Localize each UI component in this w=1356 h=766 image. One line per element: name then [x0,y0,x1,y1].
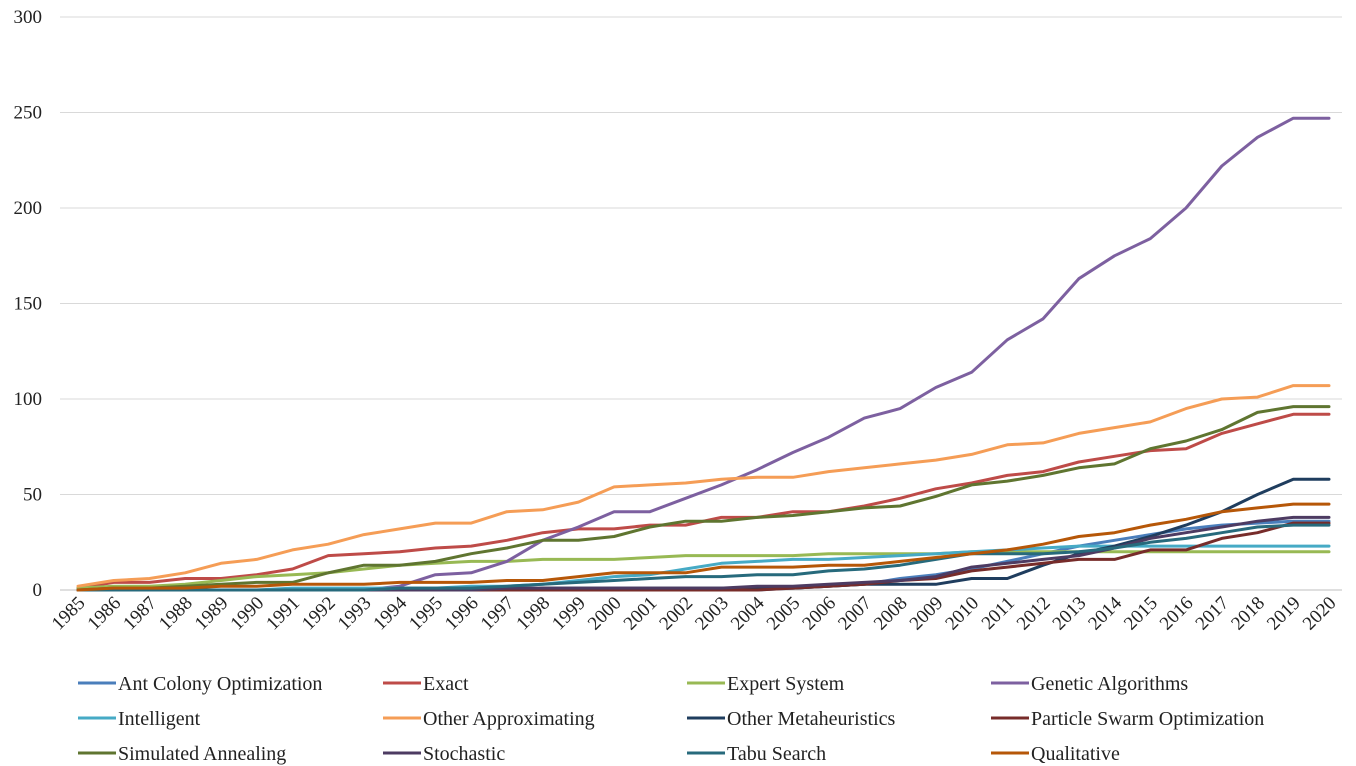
legend-label: Particle Swarm Optimization [1031,708,1264,730]
x-tick-label: 2009 [906,593,948,635]
x-tick-label: 2002 [655,593,697,635]
series-line-expert-system [76,550,1331,590]
legend-label: Intelligent [118,708,201,730]
legend-item-exact: Exact [383,673,469,695]
legend-label: Qualitative [1031,743,1120,765]
x-tick-label: 1989 [191,593,233,635]
series-line-other-approximating [76,384,1331,588]
legend-label: Stochastic [423,743,505,765]
x-tick-label: 2003 [691,593,733,635]
legend-item-particle-swarm-optimization: Particle Swarm Optimization [991,708,1264,730]
x-tick-label: 2012 [1013,593,1055,635]
series-line-genetic-algorithms [76,116,1331,592]
x-tick-label: 1996 [441,593,483,635]
legend-item-stochastic: Stochastic [383,743,505,765]
x-tick-label: 1991 [262,593,304,635]
legend-label: Simulated Annealing [118,743,286,765]
y-tick-label: 100 [14,389,43,410]
x-tick-label: 1995 [405,593,447,635]
x-tick-label: 1999 [548,593,590,635]
x-tick-label: 2007 [834,593,876,635]
legend-item-other-metaheuristics: Other Metaheuristics [687,708,895,730]
x-tick-label: 1988 [155,593,197,635]
legend-item-simulated-annealing: Simulated Annealing [78,743,286,765]
legend-item-other-approximating: Other Approximating [383,708,595,730]
x-tick-label: 1990 [227,593,269,635]
x-tick-label: 1993 [334,593,376,635]
x-tick-label: 1998 [512,593,554,635]
x-tick-label: 2001 [620,593,662,635]
legend-label: Expert System [727,673,845,695]
x-tick-label: 2017 [1192,593,1234,635]
y-tick-label: 300 [14,7,43,28]
legend-item-qualitative: Qualitative [991,743,1120,765]
x-tick-label: 2010 [941,593,983,635]
x-axis-tick-labels: 1985198619871988198919901991199219931994… [48,592,1341,634]
series-line-tabu-search [76,523,1331,592]
y-tick-label: 150 [14,294,43,315]
legend-label: Tabu Search [727,743,826,765]
series-line-simulated-annealing [76,405,1331,592]
x-tick-label: 2019 [1263,593,1305,635]
legend-item-intelligent: Intelligent [78,708,201,730]
x-tick-label: 1992 [298,593,340,635]
x-tick-label: 2011 [978,593,1019,634]
legend-item-expert-system: Expert System [687,673,845,695]
x-tick-label: 1986 [84,593,126,635]
x-tick-label: 2006 [798,593,840,635]
legend-label: Exact [423,673,469,695]
x-tick-label: 2000 [584,593,626,635]
series-line-exact [76,412,1331,590]
x-tick-label: 1987 [119,593,161,635]
x-tick-label: 1997 [477,593,519,635]
legend: Ant Colony Optimization Exact Expert Syste… [78,673,1264,765]
y-tick-label: 200 [14,198,43,219]
legend-item-genetic-algorithms: Genetic Algorithms [991,673,1188,695]
y-tick-label: 0 [33,580,43,601]
legend-label: Other Metaheuristics [727,708,895,730]
gridlines [60,16,1342,591]
x-tick-label: 2016 [1156,593,1198,635]
x-tick-label: 2008 [870,593,912,635]
x-tick-label: 2015 [1120,593,1162,635]
legend-label: Ant Colony Optimization [118,673,322,695]
y-tick-label: 250 [14,103,43,124]
x-tick-label: 1985 [48,593,90,635]
y-axis-tick-labels: 0 50 100 150 200 250 300 [14,7,43,601]
x-tick-label: 1994 [370,592,412,634]
series-line-qualitative [76,502,1331,592]
x-tick-label: 2020 [1299,593,1341,635]
series-lines [76,116,1331,592]
legend-label: Other Approximating [423,708,595,730]
y-tick-label: 50 [23,485,42,506]
legend-item-ant-colony-optimization: Ant Colony Optimization [78,673,322,695]
x-tick-label: 2014 [1084,592,1126,634]
x-tick-label: 2004 [727,592,769,634]
legend-item-tabu-search: Tabu Search [687,743,826,765]
x-tick-label: 2018 [1227,593,1269,635]
x-tick-label: 2013 [1049,593,1091,635]
legend-label: Genetic Algorithms [1031,673,1188,695]
x-tick-label: 2005 [763,593,805,635]
